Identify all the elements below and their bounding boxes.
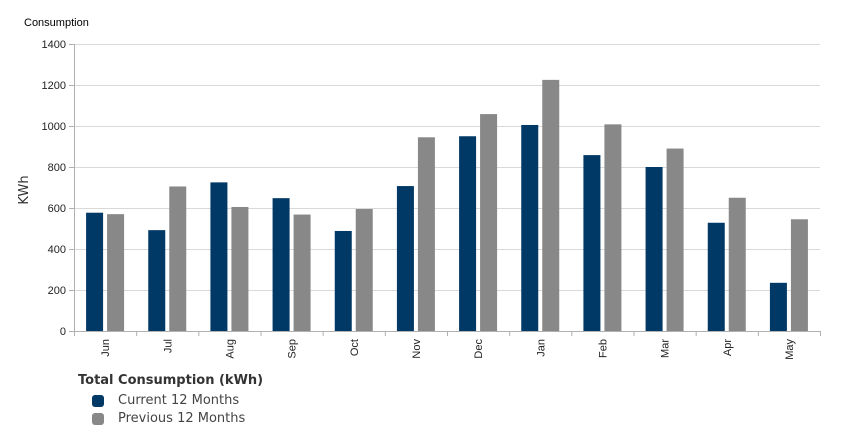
chart-title: Consumption xyxy=(24,17,89,29)
consumption-bar-chart: Consumption KWh 0 200 400 600 800 1000 1200 140… xyxy=(17,17,821,360)
x-tick-label: Nov xyxy=(411,339,423,359)
gridlines xyxy=(74,44,820,332)
bar-previous-jan xyxy=(542,79,560,331)
x-tick-label: Feb xyxy=(597,339,609,358)
legend-label-previous: Previous 12 Months xyxy=(118,411,246,426)
bar-current-may xyxy=(769,282,787,331)
legend: Total Consumption (kWh) Current 12 Month… xyxy=(78,372,398,434)
bar-current-apr xyxy=(707,222,725,331)
x-tick-label: Jun xyxy=(100,339,112,357)
legend-label-current: Current 12 Months xyxy=(118,393,240,408)
bar-current-mar xyxy=(645,167,663,331)
bar-previous-feb xyxy=(604,124,622,331)
y-tick-label: 800 xyxy=(48,162,66,174)
bar-current-sep xyxy=(272,198,290,331)
bar-previous-aug xyxy=(231,206,249,331)
bar-current-aug xyxy=(210,182,228,331)
x-tick-label: Jul xyxy=(162,339,174,353)
legend-swatch-current xyxy=(92,395,104,407)
y-tick-label: 200 xyxy=(48,285,66,297)
bar-current-feb xyxy=(583,155,601,331)
bar-previous-may xyxy=(790,219,808,331)
bar-previous-sep xyxy=(293,214,311,331)
y-tick-label: 600 xyxy=(48,203,66,215)
bar-current-nov xyxy=(396,186,414,331)
bar-previous-apr xyxy=(728,197,746,331)
y-tick-label: 1200 xyxy=(42,80,66,92)
y-tick-label: 400 xyxy=(48,244,66,256)
legend-item-current: Current 12 Months xyxy=(92,392,398,410)
y-tick-label: 1000 xyxy=(42,121,66,133)
bar-current-jan xyxy=(521,124,539,331)
x-tick-label: Mar xyxy=(660,339,672,358)
bar-previous-dec xyxy=(480,114,498,331)
bar-current-dec xyxy=(459,136,477,331)
x-tick-label: Sep xyxy=(287,339,299,359)
legend-item-previous: Previous 12 Months xyxy=(92,410,398,428)
bar-current-jul xyxy=(148,230,166,331)
y-axis-ticks: 0 200 400 600 800 1000 1200 1400 xyxy=(42,39,74,338)
x-axis-ticks: Jun Jul Aug Sep Oct Nov Dec Jan Feb Mar Apr May xyxy=(74,331,821,360)
bar-previous-jun xyxy=(107,214,125,331)
x-tick-label: Jan xyxy=(535,339,547,357)
y-tick-label: 0 xyxy=(60,326,66,338)
x-tick-label: Oct xyxy=(349,339,361,356)
x-tick-label: Dec xyxy=(473,339,485,359)
bar-previous-nov xyxy=(417,137,435,331)
legend-swatch-previous xyxy=(92,413,104,425)
bar-previous-jul xyxy=(169,186,187,331)
bar-previous-oct xyxy=(355,209,373,331)
axes xyxy=(74,44,820,332)
x-tick-label: May xyxy=(784,339,796,360)
legend-title: Total Consumption (kWh) xyxy=(78,373,264,388)
y-tick-label: 1400 xyxy=(42,39,66,51)
x-tick-label: Apr xyxy=(722,339,734,356)
bar-current-jun xyxy=(86,212,104,331)
bar-previous-mar xyxy=(666,148,684,331)
bar-current-oct xyxy=(334,230,352,331)
x-tick-label: Aug xyxy=(224,339,236,359)
y-axis-label: KWh xyxy=(17,175,32,204)
bar-series xyxy=(86,79,808,331)
